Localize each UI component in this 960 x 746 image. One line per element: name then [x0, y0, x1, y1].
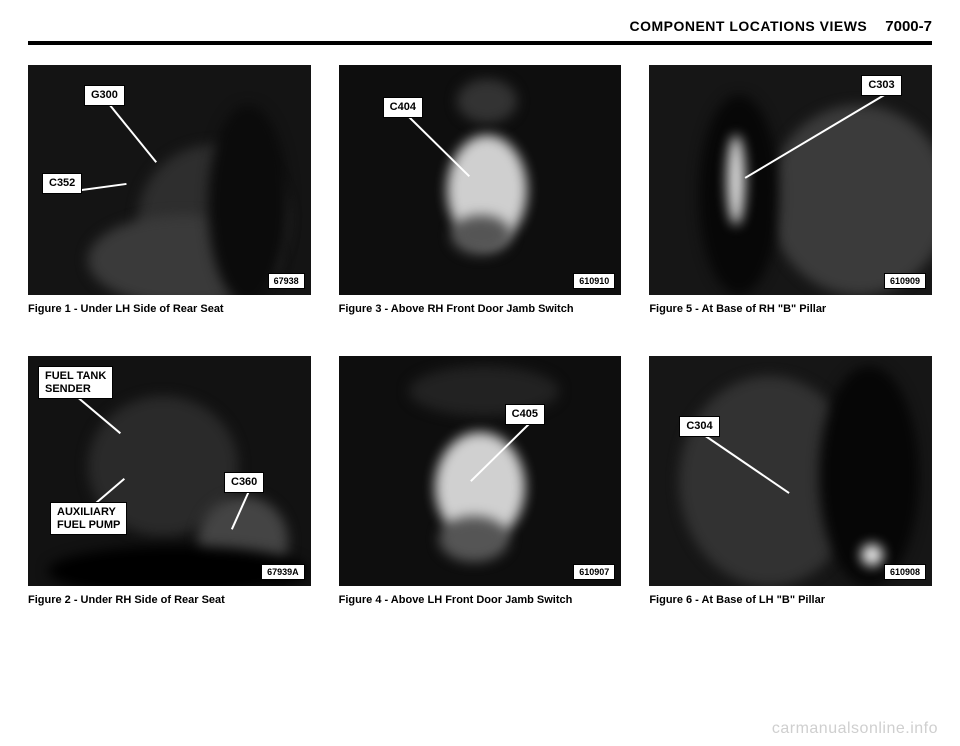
figure-cell: G300 C352 67938 Figure 1 - Under LH Side of…: [28, 65, 311, 316]
callout-label: C303: [861, 75, 901, 96]
image-number: 67939A: [261, 564, 305, 580]
callout-label: C404: [383, 97, 423, 118]
figure-cell: C303 610909 Figure 5 - At Base of RH "B" P…: [649, 65, 932, 316]
photo-texture: [769, 105, 932, 295]
image-number: 610907: [573, 564, 615, 580]
callout-label: C360: [224, 472, 264, 493]
figure-image: FUEL TANK SENDER AUXILIARY FUEL PUMP C360 6…: [28, 356, 311, 586]
photo-texture: [451, 215, 511, 255]
figure-cell: C404 610910 Figure 3 - Above RH Front Door…: [339, 65, 622, 316]
callout-leader: [407, 115, 469, 176]
header-title: COMPONENT LOCATIONS VIEWS: [629, 18, 867, 34]
callout-label: FUEL TANK SENDER: [38, 366, 113, 399]
figure-cell: FUEL TANK SENDER AUXILIARY FUEL PUMP C360 6…: [28, 356, 311, 607]
header-page-number: 7000-7: [885, 18, 932, 35]
figure-caption: Figure 2 - Under RH Side of Rear Seat: [28, 594, 311, 607]
figure-image: C404 610910: [339, 65, 622, 295]
figure-caption: Figure 5 - At Base of RH "B" Pillar: [649, 303, 932, 316]
photo-texture: [457, 79, 517, 123]
figure-caption: Figure 1 - Under LH Side of Rear Seat: [28, 303, 311, 316]
photo-texture: [439, 516, 509, 562]
callout-label: C304: [679, 416, 719, 437]
callout-label: AUXILIARY FUEL PUMP: [50, 502, 127, 535]
callout-leader: [108, 103, 157, 162]
image-number: 67938: [268, 273, 305, 289]
figure-caption: Figure 4 - Above LH Front Door Jamb Swit…: [339, 594, 622, 607]
figure-caption: Figure 6 - At Base of LH "B" Pillar: [649, 594, 932, 607]
image-number: 610908: [884, 564, 926, 580]
figure-image: C304 610908: [649, 356, 932, 586]
page-header: COMPONENT LOCATIONS VIEWS 7000-7: [28, 18, 932, 45]
callout-label: C405: [505, 404, 545, 425]
callout-label: C352: [42, 173, 82, 194]
figure-grid: G300 C352 67938 Figure 1 - Under LH Side of…: [28, 65, 932, 607]
callout-label: G300: [84, 85, 125, 106]
figure-cell: C405 610907 Figure 4 - Above LH Front Door…: [339, 356, 622, 607]
watermark: carmanualsonline.info: [772, 720, 938, 738]
figure-image: C303 610909: [649, 65, 932, 295]
image-number: 610910: [573, 273, 615, 289]
photo-texture: [208, 105, 288, 295]
image-number: 610909: [884, 273, 926, 289]
page: COMPONENT LOCATIONS VIEWS 7000-7 G300 C35…: [0, 0, 960, 746]
figure-image: C405 610907: [339, 356, 622, 586]
figure-image: G300 C352 67938: [28, 65, 311, 295]
figure-cell: C304 610908 Figure 6 - At Base of LH "B" P…: [649, 356, 932, 607]
figure-caption: Figure 3 - Above RH Front Door Jamb Swit…: [339, 303, 622, 316]
